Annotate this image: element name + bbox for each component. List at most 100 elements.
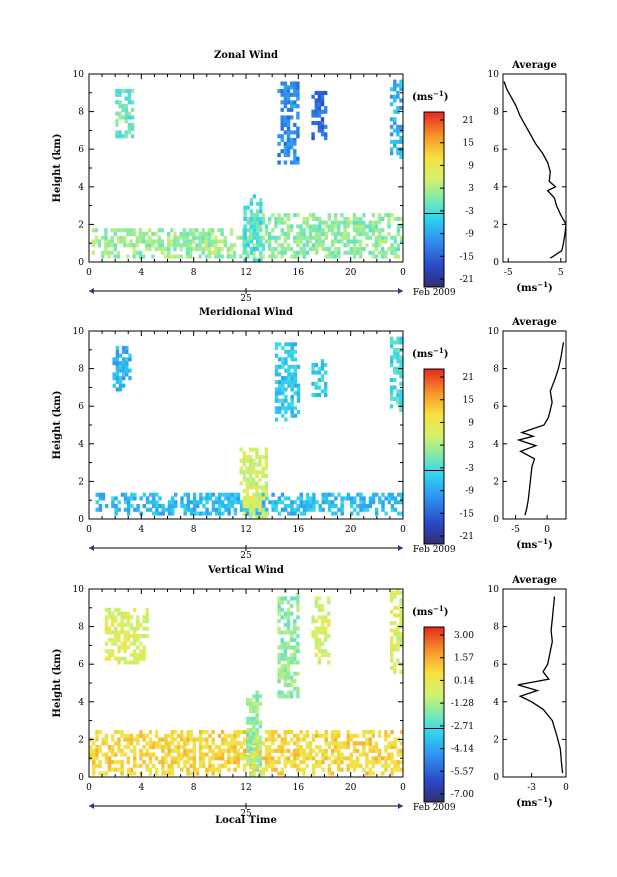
heatmap-cell	[154, 745, 159, 750]
heatmap-cell	[157, 239, 161, 244]
heatmap-cell	[293, 368, 297, 373]
heatmap-cell	[128, 376, 132, 381]
heatmap-cell	[264, 447, 268, 452]
heatmap-cell	[324, 756, 328, 761]
heatmap-cell	[204, 239, 209, 244]
heatmap-cell	[126, 756, 131, 761]
heatmap-cell	[277, 220, 281, 225]
heatmap-cell	[207, 231, 212, 236]
heatmap-cell	[264, 492, 268, 497]
heatmap-cell	[324, 634, 328, 639]
heatmap-cell	[104, 752, 109, 757]
heatmap-cell	[233, 511, 238, 516]
heatmap-cell	[286, 600, 291, 605]
heatmap-cell	[283, 89, 288, 94]
heatmap-cell	[327, 634, 331, 639]
heatmap-cell	[268, 235, 272, 240]
heatmap-cell	[317, 393, 322, 398]
heatmap-cell	[252, 496, 256, 501]
heatmap-cell	[239, 466, 243, 471]
heatmap-cell	[128, 357, 132, 362]
heatmap-cell	[296, 224, 300, 229]
heatmap-cell	[384, 737, 388, 742]
heatmap-cell	[381, 250, 385, 255]
heatmap-cell	[136, 660, 140, 665]
heatmap-cell	[274, 394, 279, 399]
heatmap-cell	[280, 126, 284, 131]
heatmap-cell	[393, 109, 397, 114]
heatmap-cell	[327, 622, 331, 627]
heatmap-cell	[107, 656, 112, 661]
heatmap-cell	[400, 511, 403, 516]
heatmap-cell	[185, 250, 190, 255]
heatmap-cell	[248, 504, 253, 509]
heatmap-cell	[377, 243, 382, 248]
heatmap-cell	[377, 250, 382, 255]
heatmap-cell	[293, 122, 297, 127]
heatmap-cell	[390, 730, 394, 735]
heatmap-cell	[223, 235, 227, 240]
date-right-label: Feb 2009	[413, 803, 456, 813]
heatmap-cell	[110, 228, 114, 233]
heatmap-cell	[290, 500, 294, 505]
heatmap-cell	[95, 745, 99, 750]
colorbar-tick-label: -21	[460, 275, 475, 285]
heatmap-cell	[321, 496, 325, 501]
heatmap-cell	[396, 400, 400, 405]
heatmap-cell	[321, 748, 325, 753]
x-tick-label: 8	[191, 525, 197, 535]
heatmap-cell	[120, 760, 124, 765]
heatmap-cell	[327, 756, 331, 761]
heatmap-cell	[355, 220, 360, 225]
heatmap-cell	[324, 220, 328, 225]
heatmap-cell	[286, 243, 291, 248]
heatmap-cell	[114, 752, 118, 757]
heatmap-cell	[280, 630, 284, 635]
heatmap-cell	[89, 748, 93, 753]
heatmap-cell	[242, 752, 247, 757]
heatmap-cell	[123, 630, 127, 635]
heatmap-cell	[396, 94, 400, 99]
heatmap-cell	[352, 220, 357, 225]
heatmap-cell	[290, 342, 294, 347]
heatmap-cell	[126, 615, 131, 620]
heatmap-cell	[123, 733, 127, 738]
heatmap-cell	[114, 634, 118, 639]
heatmap-cell	[255, 213, 260, 218]
heatmap-cell	[327, 596, 331, 601]
heatmap-cell	[186, 492, 190, 497]
heatmap-cell	[117, 622, 121, 627]
heatmap-cell	[290, 247, 294, 252]
heatmap-cell	[399, 636, 403, 641]
heatmap-cell	[283, 679, 288, 684]
heatmap-cell	[381, 247, 385, 252]
heatmap-cell	[320, 124, 325, 129]
heatmap-cell	[101, 737, 105, 742]
heatmap-cell	[293, 92, 297, 97]
date-label: 25	[240, 294, 252, 304]
heatmap-cell	[236, 763, 240, 768]
heatmap-cell	[142, 760, 146, 765]
heatmap-cell	[249, 728, 253, 733]
heatmap-cell	[314, 121, 318, 126]
heatmap-cell	[320, 615, 325, 620]
heatmap-cell	[393, 737, 397, 742]
heatmap-cell	[403, 764, 406, 768]
heatmap-cell	[337, 254, 341, 259]
heatmap-cell	[390, 247, 394, 252]
heatmap-cell	[141, 231, 146, 236]
heatmap-cell	[139, 641, 143, 646]
heatmap-cell	[180, 504, 184, 509]
heatmap-cell	[359, 220, 363, 225]
x-tick-label: 20	[345, 268, 357, 278]
heatmap-cell	[280, 119, 284, 124]
heatmap-cell	[123, 745, 127, 750]
heatmap-cell	[324, 737, 328, 742]
heatmap-cell	[170, 771, 174, 776]
heatmap-cell	[320, 604, 325, 609]
heatmap-cell	[396, 370, 400, 375]
heatmap-cell	[174, 504, 178, 509]
colorbar-tick-label: -15	[460, 509, 475, 519]
heatmap-cell	[239, 752, 244, 757]
heatmap-cell	[110, 243, 114, 248]
